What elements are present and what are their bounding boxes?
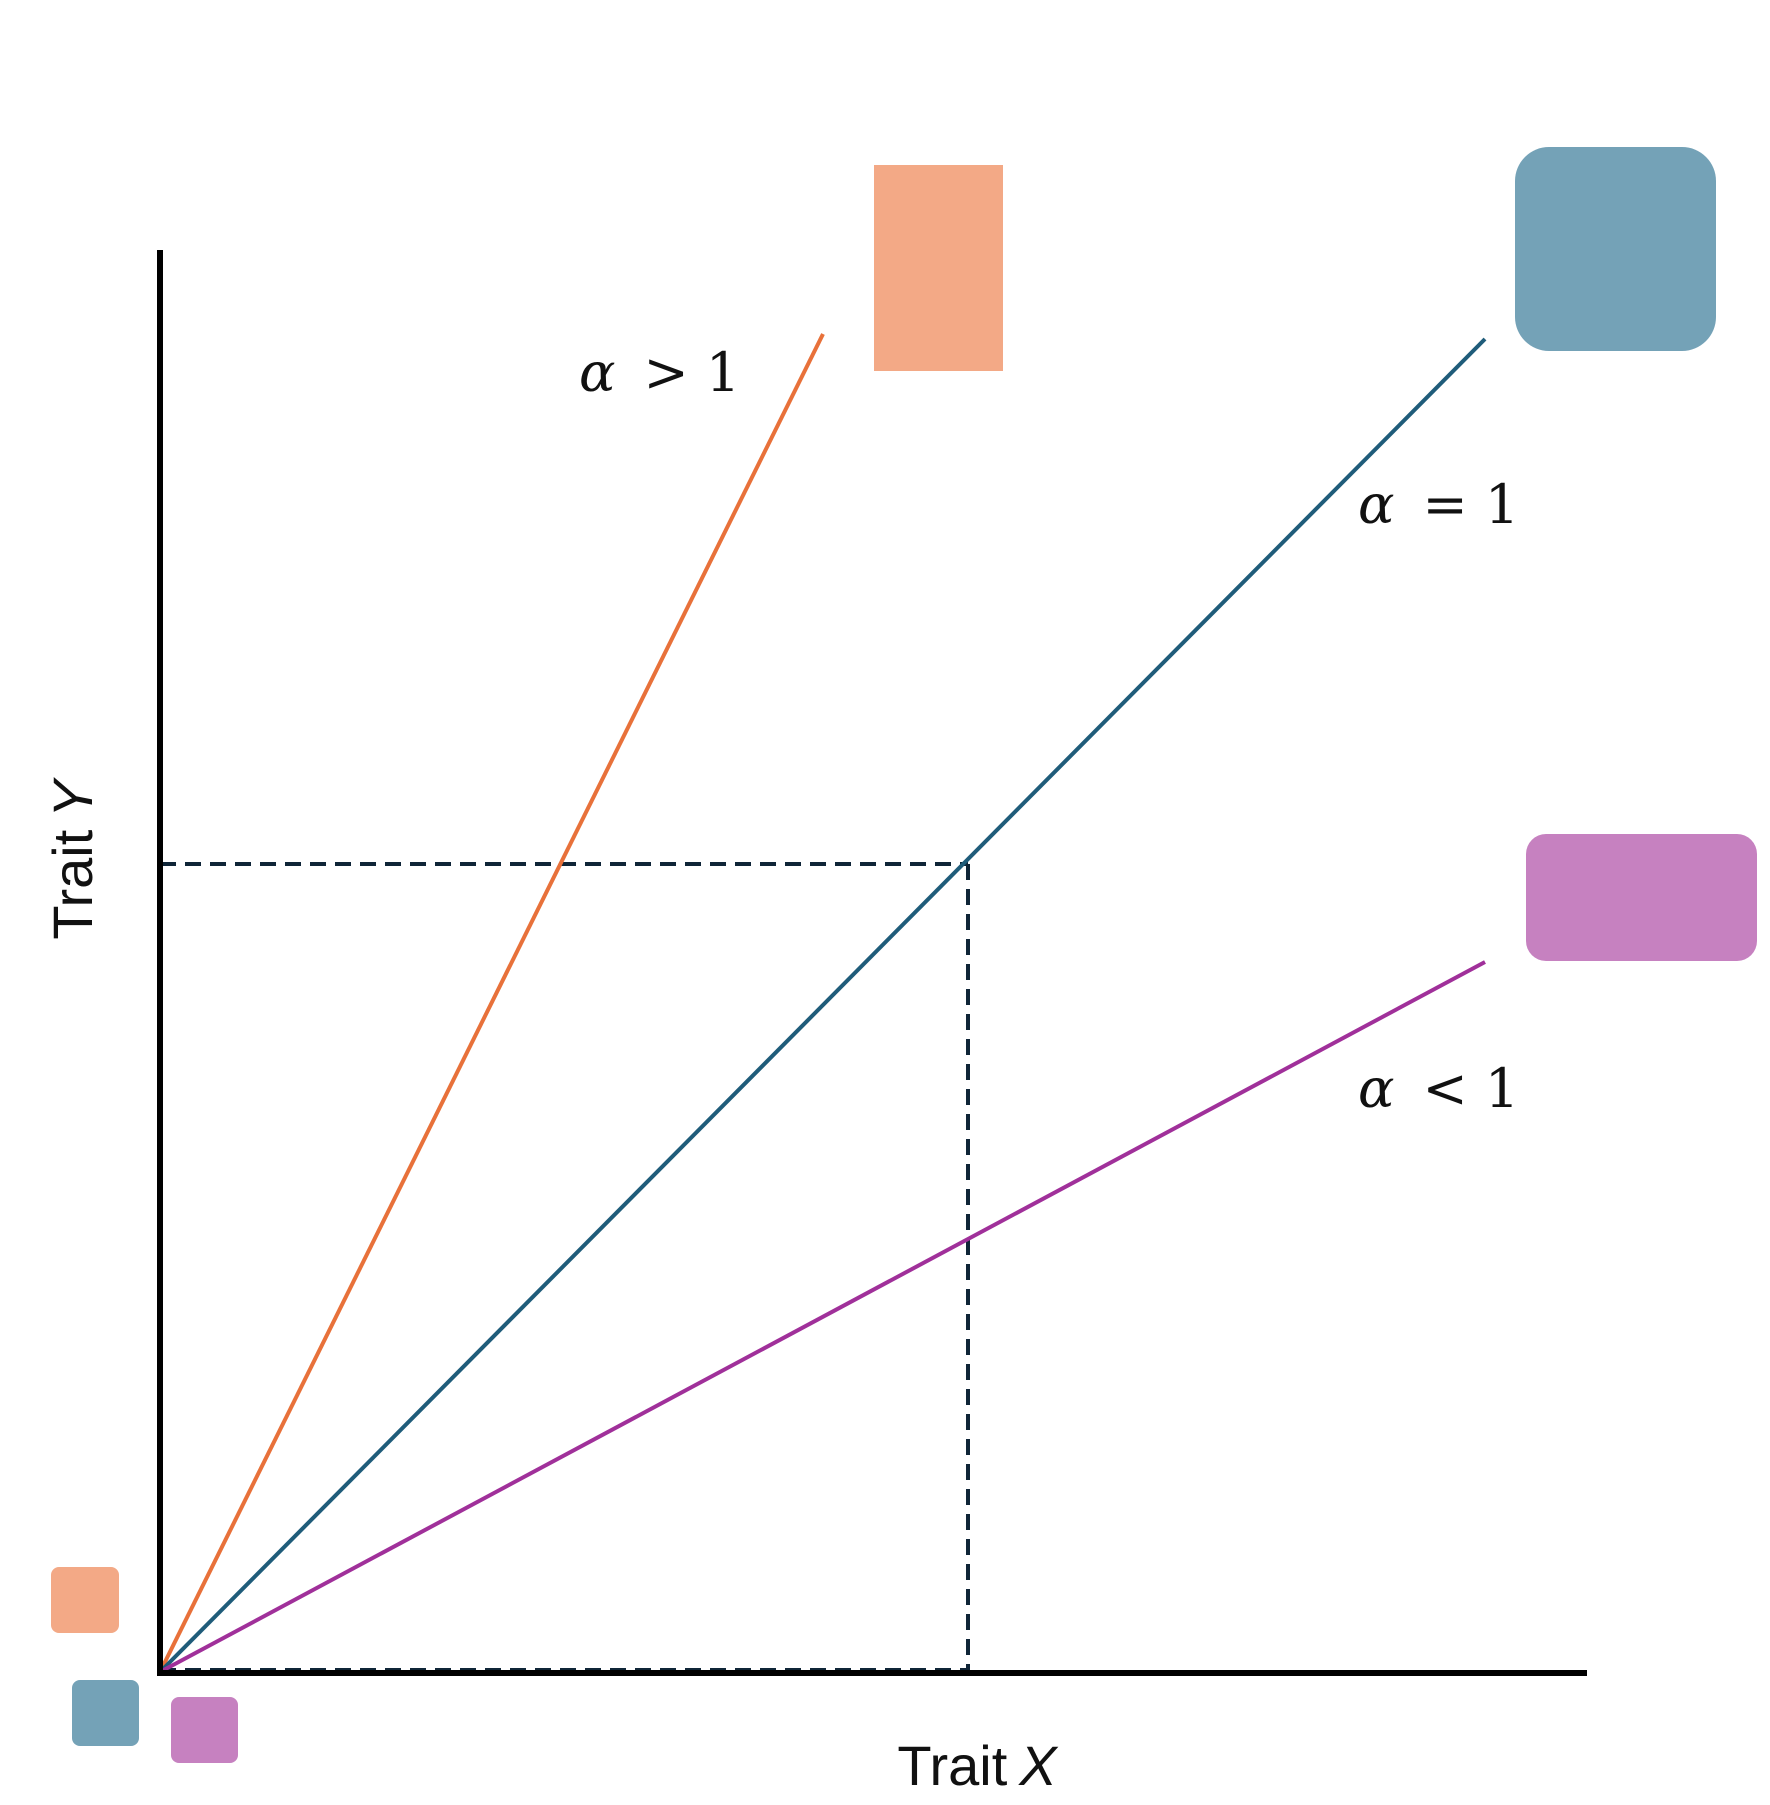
orange-rectangle-large xyxy=(874,165,1003,371)
purple-square-small xyxy=(171,1697,238,1763)
line-alpha-less-than-one xyxy=(159,960,1486,1674)
label-alpha-greater-than-one: α > 1 xyxy=(579,341,740,404)
label-alpha-equals-one: α = 1 xyxy=(1358,473,1519,536)
blue-square-small xyxy=(72,1680,139,1746)
purple-rounded-rectangle-large xyxy=(1526,834,1757,961)
x-axis-label: Trait X xyxy=(897,1734,1059,1797)
line-alpha-equals-one xyxy=(158,337,1487,1674)
orange-square-small xyxy=(51,1567,119,1633)
y-axis-label: TraitY xyxy=(41,777,104,940)
blue-rounded-square-large xyxy=(1515,147,1716,351)
line-alpha-greater-than-one xyxy=(158,333,825,1673)
label-alpha-less-than-one: α < 1 xyxy=(1358,1057,1519,1120)
